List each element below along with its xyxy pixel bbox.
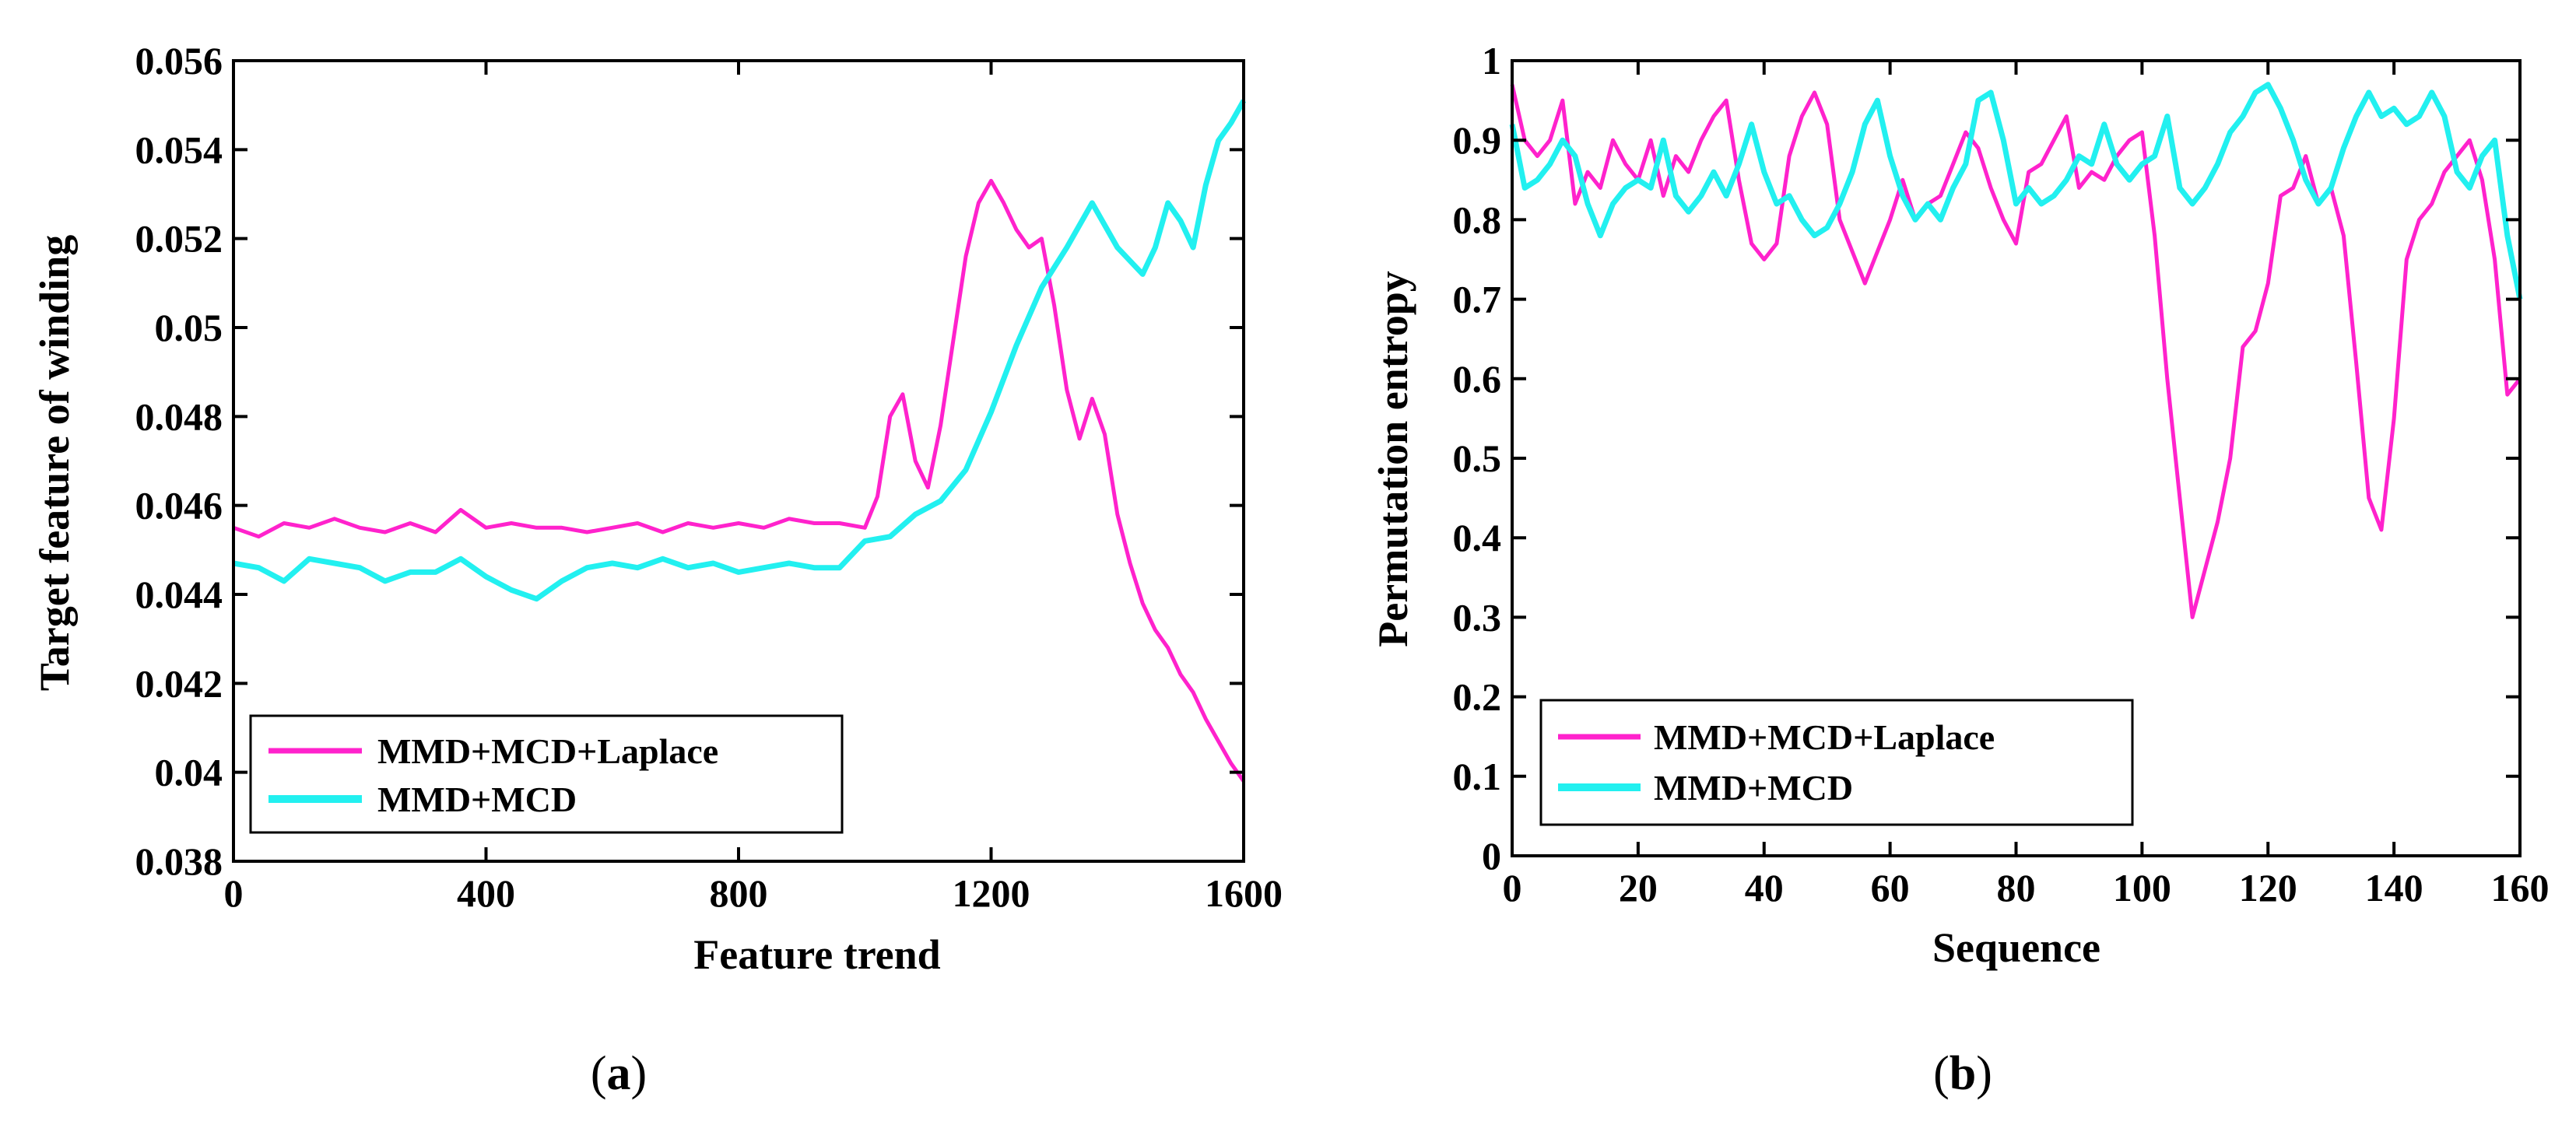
panel-a-y-tick-label: 0.042	[135, 661, 223, 705]
panel-b-x-tick-label: 60	[1871, 866, 1910, 909]
panel-b-y-tick-label: 0	[1482, 834, 1501, 878]
panel-a-series-layer	[233, 99, 1247, 783]
panel-a-y-tick-label: 0.052	[135, 217, 223, 261]
panel-b-tick-labels: 0 20 40 60 80 100 120 140 160 0 0.1 0.2 0.3 0.4 0.5 0.6…	[1453, 39, 2550, 909]
panel-a-y-tick-label: 0.038	[135, 839, 223, 883]
panel-b-x-tick-label: 0	[1503, 866, 1522, 909]
panel-a-series-laplace-line	[233, 178, 1246, 783]
panel-a-y-tick-label: 0.044	[135, 573, 223, 616]
panel-a-label-open: (	[591, 1047, 607, 1100]
panel-a-y-tick-label: 0.054	[135, 128, 223, 171]
panel-b-series-layer	[1509, 82, 2523, 619]
panel-b-label-open: (	[1933, 1047, 1950, 1100]
panel-b-legend-label-mcd: MMD+MCD	[1654, 768, 1853, 808]
panel-b-y-tick-label: 0.8	[1453, 198, 1502, 241]
panel-b-y-tick-label: 0.1	[1453, 755, 1502, 798]
panel-a-x-tick-label: 1600	[1205, 871, 1283, 915]
panel-a-tick-labels: 0 400 800 1200 1600 0.038 0.04 0.042 0.044 0.046 0…	[135, 39, 1283, 915]
panel-b-y-tick-label: 0.6	[1453, 357, 1502, 401]
panel-a-x-tick-label: 400	[457, 871, 515, 915]
panel-a-y-tick-label: 0.04	[155, 751, 223, 794]
panel-a-label-letter: a	[607, 1047, 631, 1100]
panel-a-label-close: )	[631, 1047, 648, 1100]
panel-b-y-tick-label: 0.2	[1453, 675, 1502, 719]
panel-a-legend-label-mcd: MMD+MCD	[377, 780, 577, 819]
panel-a-x-tick-label: 0	[224, 871, 244, 915]
panel-a-ticks	[232, 59, 1245, 863]
panel-b-legend: MMD+MCD+Laplace MMD+MCD	[1539, 699, 2134, 826]
panel-b-x-tick-label: 120	[2239, 866, 2297, 909]
panel-b-legend-label-laplace: MMD+MCD+Laplace	[1654, 717, 1995, 757]
panel-b-y-tick-label: 0.4	[1453, 516, 1502, 559]
panel-b-x-tick-label: 80	[1997, 866, 2036, 909]
panel-b-y-axis-label: Permutation entropy	[1370, 271, 1416, 647]
panel-b-label-close: )	[1976, 1047, 1992, 1100]
panel-b-x-tick-label: 140	[2365, 866, 2423, 909]
panel-a-x-tick-label: 800	[710, 871, 768, 915]
panel-b-y-tick-label: 1	[1482, 39, 1501, 82]
panel-b-label: (b)	[1933, 1047, 1992, 1100]
panel-a-chart: 0 400 800 1200 1600 0.038 0.04 0.042 0.044 0.046 0…	[31, 39, 1283, 1100]
panel-b-ticks	[1511, 59, 2522, 857]
panel-a-y-tick-label: 0.05	[155, 306, 223, 349]
panel-a-y-axis-label: Target feature of winding	[31, 235, 78, 692]
panel-b-x-tick-label: 20	[1619, 866, 1658, 909]
panel-b-x-tick-label: 40	[1745, 866, 1784, 909]
panel-a-legend-label-laplace: MMD+MCD+Laplace	[377, 731, 718, 771]
panel-a-legend-box	[249, 714, 844, 834]
panel-b-series-laplace-line	[1510, 84, 2522, 619]
panel-b-x-axis-label: Sequence	[1932, 924, 2100, 971]
panel-a-legend: MMD+MCD+Laplace MMD+MCD	[249, 714, 844, 834]
panel-a-y-tick-label: 0.046	[135, 484, 223, 527]
panel-b-legend-box	[1539, 699, 2134, 826]
panel-b-series-mcd-line	[1509, 82, 2523, 300]
panel-b-y-tick-label: 0.5	[1453, 436, 1502, 480]
panel-a-x-axis-label: Feature trend	[693, 931, 940, 978]
panel-b-chart: 0 20 40 60 80 100 120 140 160 0 0.1 0.2 0.3 0.4 0.5 0.6…	[1370, 39, 2550, 1100]
panel-b-x-tick-label: 100	[2113, 866, 2171, 909]
panel-b-y-tick-label: 0.3	[1453, 595, 1502, 639]
panel-a-y-tick-label: 0.048	[135, 394, 223, 438]
panel-a-label: (a)	[591, 1047, 647, 1100]
panel-b-y-tick-label: 0.7	[1453, 278, 1502, 321]
panel-a-series-mcd-line	[233, 99, 1247, 602]
panel-b-label-letter: b	[1950, 1047, 1976, 1100]
panel-b-y-tick-label: 0.9	[1453, 118, 1502, 162]
panel-a-x-tick-label: 1200	[953, 871, 1030, 915]
panel-a-y-tick-label: 0.056	[135, 39, 223, 82]
panel-b-x-tick-label: 160	[2491, 866, 2550, 909]
